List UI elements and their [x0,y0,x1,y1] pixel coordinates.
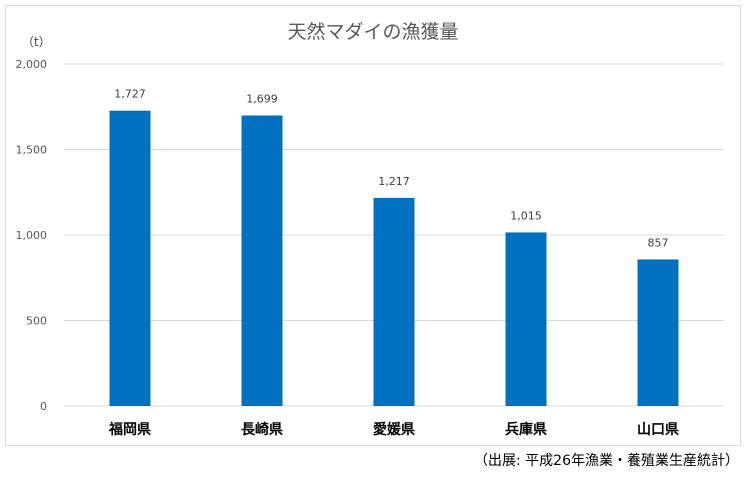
bar [505,232,547,406]
y-tick-label: 0 [40,400,47,413]
bar [109,110,151,407]
bar [637,259,679,406]
bar [241,115,283,406]
y-axis-ticks: 0 500 1,000 1,500 2,000 [16,58,48,413]
x-tick-label: 兵庫県 [505,421,547,438]
data-labels: 1,727 1,699 1,217 1,015 857 [114,88,668,250]
source-note: （出展: 平成26年漁業・養殖業生産統計） [474,453,739,469]
x-axis-ticks: 福岡県 長崎県 愛媛県 兵庫県 山口県 [108,421,679,438]
data-label: 1,699 [246,92,278,105]
data-label: 1,727 [114,88,146,101]
data-label: 1,217 [378,175,410,188]
bars [109,110,679,407]
data-label: 1,015 [510,209,542,222]
bar [373,197,415,406]
x-tick-label: 山口県 [637,422,679,438]
chart-title: 天然マダイの漁獲量 [287,21,458,43]
x-tick-label: 長崎県 [241,421,283,438]
y-tick-label: 1,500 [16,144,48,157]
x-tick-label: 愛媛県 [373,421,415,438]
data-label: 857 [648,236,669,249]
y-unit-label: （t） [22,35,51,49]
y-tick-label: 1,000 [16,229,48,242]
y-tick-label: 500 [26,315,47,328]
x-tick-label: 福岡県 [108,421,151,438]
y-tick-label: 2,000 [16,58,48,71]
